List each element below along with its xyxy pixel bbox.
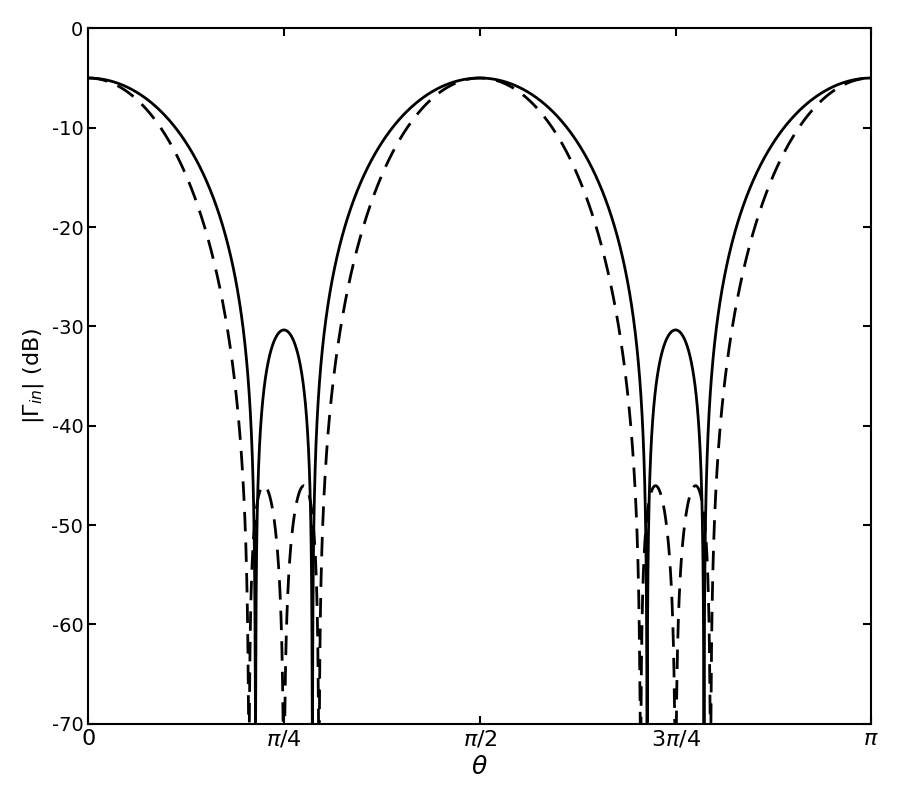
X-axis label: $\theta$: $\theta$ bbox=[472, 755, 488, 779]
Y-axis label: $|\Gamma_{in}|$ (dB): $|\Gamma_{in}|$ (dB) bbox=[21, 328, 46, 424]
